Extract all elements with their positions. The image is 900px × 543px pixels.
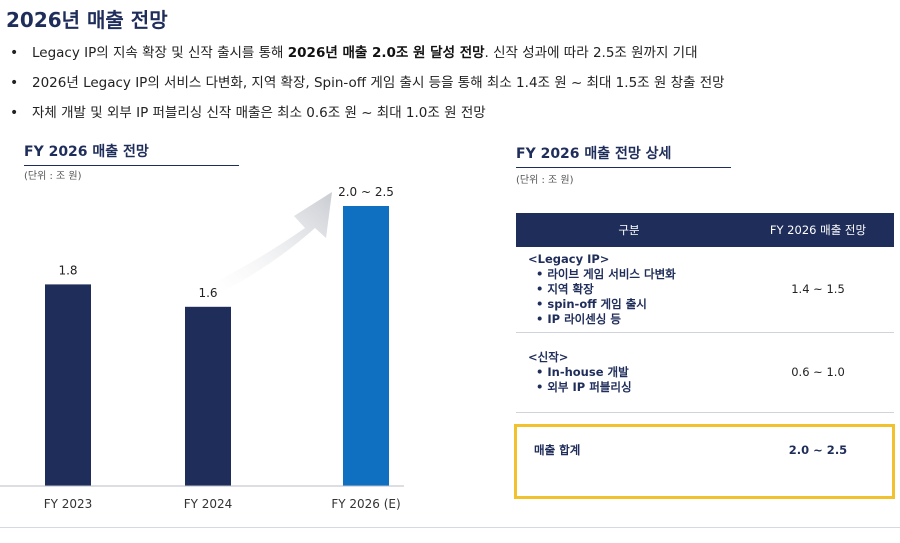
revenue-detail-table: 구분 FY 2026 매출 전망 <Legacy IP> • 라이브 게임 서비… (516, 213, 894, 488)
total-value: 2.0 ~ 2.5 (788, 443, 848, 458)
new-titles-item: • In-house 개발 (536, 364, 629, 379)
revenue-bar-chart: 1.8 FY 2023 1.6 FY 2024 2.0 ~ 2.5 FY 2026 (E) (0, 185, 404, 511)
bullet-1-text: Legacy IP의 지속 확장 및 신작 출시를 통해 (32, 45, 288, 61)
bullet-2: 2026년 Legacy IP의 서비스 다변화, 지역 확장, Spin-of… (10, 72, 890, 102)
chart-unit-label: (단위 : 조 원) (24, 171, 82, 182)
total-highlight-box (514, 424, 895, 499)
bullet-3: 자체 개발 및 외부 IP 퍼블리싱 신작 매출은 최소 0.6조 원 ~ 최대… (10, 102, 890, 132)
bar-value-label: 2.0 ~ 2.5 (338, 185, 394, 199)
detail-section-title: FY 2026 매출 전망 상세 (516, 143, 731, 168)
table-row-new-titles: <신작> • In-house 개발 • 외부 IP 퍼블리싱 0.6 ~ 1.… (516, 332, 894, 413)
bar-fy-2024 (185, 306, 231, 486)
chart-section-title: FY 2026 매출 전망 (24, 141, 239, 166)
legacy-ip-heading: <Legacy IP> (528, 251, 610, 266)
table-row-legacy-ip: <Legacy IP> • 라이브 게임 서비스 다변화 • 지역 확장 • s… (516, 247, 894, 333)
bullet-1-tail: . 신작 성과에 따라 2.5조 원까지 기대 (484, 45, 698, 61)
table-row-total: 매출 합계 2.0 ~ 2.5 (516, 412, 894, 488)
bar-fy-2026-e- (343, 206, 389, 486)
bullet-1-emphasis: 2026년 매출 2.0조 원 달성 전망 (287, 45, 485, 61)
table-header-category: 구분 (516, 213, 742, 247)
x-tick-label: FY 2024 (184, 497, 233, 511)
new-titles-item: • 외부 IP 퍼블리싱 (536, 379, 632, 394)
legacy-ip-value: 1.4 ~ 1.5 (742, 247, 894, 333)
legacy-ip-item: • 지역 확장 (536, 281, 594, 296)
bullet-3-text: 자체 개발 및 외부 IP 퍼블리싱 신작 매출은 최소 0.6조 원 ~ 최대… (32, 105, 486, 121)
new-titles-value: 0.6 ~ 1.0 (742, 332, 894, 413)
x-tick-label: FY 2023 (44, 497, 93, 511)
table-header-forecast: FY 2026 매출 전망 (742, 213, 894, 247)
bar-value-label: 1.6 (198, 286, 217, 300)
new-titles-heading: <신작> (528, 349, 569, 364)
summary-bullets: Legacy IP의 지속 확장 및 신작 출시를 통해 2026년 매출 2.… (10, 42, 890, 132)
bullet-2-text: 2026년 Legacy IP의 서비스 다변화, 지역 확장, Spin-of… (32, 75, 725, 91)
detail-unit-label: (단위 : 조 원) (516, 175, 574, 186)
bullet-1: Legacy IP의 지속 확장 및 신작 출시를 통해 2026년 매출 2.… (10, 42, 890, 72)
new-titles-category: <신작> • In-house 개발 • 외부 IP 퍼블리싱 (516, 332, 742, 413)
legacy-ip-item: • IP 라이센싱 등 (536, 311, 621, 326)
page-title: 2026년 매출 전망 (6, 8, 168, 32)
bar-fy-2023 (45, 284, 91, 486)
growth-arrow-icon (212, 192, 332, 296)
legacy-ip-category: <Legacy IP> • 라이브 게임 서비스 다변화 • 지역 확장 • s… (516, 247, 742, 333)
table-header-row: 구분 FY 2026 매출 전망 (516, 213, 894, 247)
legacy-ip-item: • spin-off 게임 출시 (536, 296, 647, 311)
bottom-divider (0, 527, 900, 528)
bar-value-label: 1.8 (58, 263, 77, 277)
x-tick-label: FY 2026 (E) (331, 497, 400, 511)
total-label: 매출 합계 (534, 443, 581, 458)
legacy-ip-item: • 라이브 게임 서비스 다변화 (536, 266, 676, 281)
